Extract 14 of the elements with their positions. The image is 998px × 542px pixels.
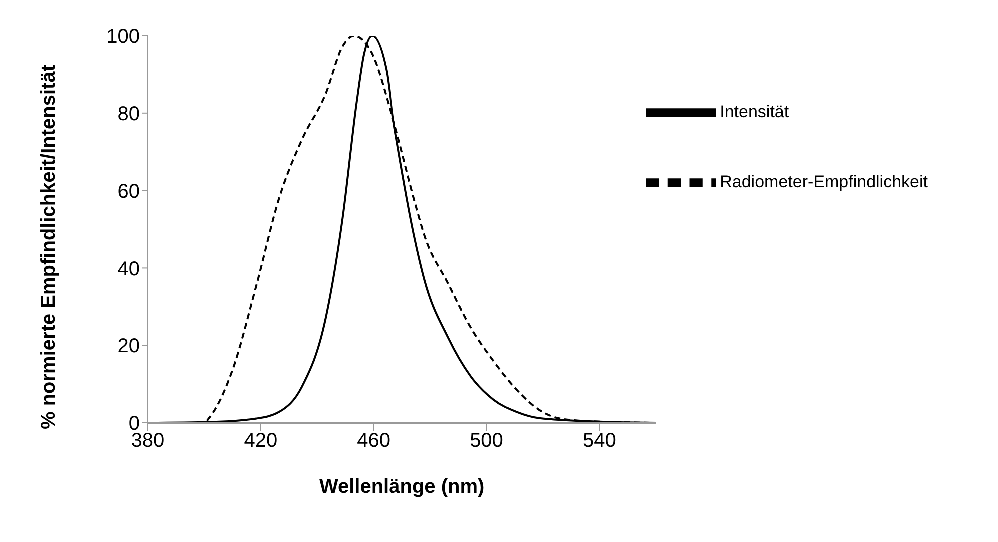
x-tick-label: 460: [357, 430, 391, 452]
y-tick-label: 100: [106, 26, 140, 48]
x-tick-label: 380: [131, 430, 165, 452]
x-tick-label: 500: [470, 430, 504, 452]
legend-label: Radiometer-Empfindlichkeit: [720, 172, 928, 192]
y-tick-label: 20: [118, 336, 140, 358]
x-tick-label: 420: [244, 430, 278, 452]
y-tick-label: 60: [118, 180, 140, 203]
x-axis-title: Wellenlänge (nm): [319, 476, 485, 498]
y-tick-label: 80: [118, 104, 140, 126]
legend-label: Intensität: [720, 102, 790, 122]
y-axis-title: % normierte Empfindlichkeit/Intensität: [38, 64, 60, 430]
y-tick-label: 40: [118, 258, 140, 280]
x-tick-label: 540: [582, 430, 616, 452]
